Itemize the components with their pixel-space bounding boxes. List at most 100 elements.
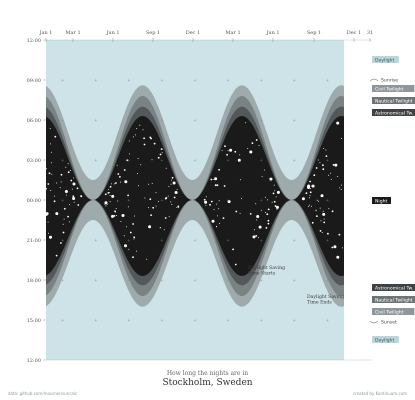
star: [204, 200, 208, 204]
grid-marker: +: [260, 278, 263, 283]
star: [124, 180, 128, 184]
star: [336, 121, 340, 125]
star: [69, 170, 71, 171]
star: [330, 172, 332, 174]
star: [77, 204, 80, 206]
legend-bottom-4-chip: [372, 336, 399, 343]
source-note: data: github.com/mourner/suncalc: [8, 391, 78, 396]
legend-bottom-1-chip: [372, 296, 415, 303]
grid-marker: +: [193, 278, 196, 283]
star: [67, 215, 69, 218]
night-band: [46, 116, 344, 276]
y-tick-label: 09:00: [27, 78, 41, 84]
star: [50, 190, 52, 191]
grid-marker: +: [226, 78, 229, 83]
star: [49, 128, 51, 130]
star: [320, 220, 322, 222]
x-tick-label: Jun 1: [105, 30, 119, 36]
star: [214, 184, 217, 187]
star: [165, 197, 168, 199]
star: [209, 203, 211, 206]
star: [151, 159, 153, 161]
legend-bottom-2-chip: [372, 308, 415, 315]
star: [309, 191, 312, 194]
grid-marker: +: [61, 318, 64, 323]
star: [267, 222, 270, 225]
star: [139, 124, 141, 126]
star: [216, 225, 218, 227]
grid-marker: +: [326, 318, 329, 323]
sunrise-icon: [369, 78, 379, 82]
star: [143, 143, 146, 146]
star: [117, 173, 120, 175]
star: [258, 145, 260, 146]
star: [155, 192, 157, 194]
star: [109, 195, 111, 196]
star: [249, 150, 253, 154]
legend-top-3-label: Nautical Twilight: [375, 98, 413, 104]
star: [70, 179, 73, 182]
star: [48, 232, 49, 234]
star: [325, 155, 328, 158]
star: [50, 162, 52, 164]
star: [307, 186, 310, 189]
star: [45, 187, 47, 190]
star: [255, 139, 258, 141]
star: [210, 200, 213, 203]
y-tick-label: 12:00: [27, 358, 41, 364]
star: [176, 188, 178, 190]
star: [255, 235, 258, 237]
star: [213, 208, 215, 210]
star: [48, 172, 51, 175]
star: [67, 163, 69, 165]
star: [138, 185, 140, 187]
star: [205, 196, 207, 198]
x-tick-label: Mar 1: [65, 30, 80, 36]
star: [172, 181, 176, 185]
star: [72, 195, 75, 198]
star: [60, 181, 62, 183]
star: [338, 233, 341, 236]
star: [313, 174, 316, 177]
grid-marker: +: [193, 318, 196, 323]
grid-marker: +: [226, 158, 229, 163]
star: [227, 200, 231, 204]
star: [239, 179, 241, 181]
star: [150, 137, 153, 140]
star: [144, 197, 146, 199]
star: [341, 184, 342, 186]
star: [317, 159, 319, 161]
star: [68, 221, 70, 223]
grid-marker: +: [226, 198, 229, 203]
star: [114, 210, 116, 213]
grid-marker: +: [226, 118, 229, 123]
grid-marker: +: [160, 238, 163, 243]
x-tick-label: Mar 1: [225, 30, 240, 36]
star: [128, 140, 130, 142]
grid-marker: +: [226, 278, 229, 283]
star: [308, 204, 310, 206]
star: [328, 208, 330, 210]
star: [50, 151, 52, 153]
star: [318, 200, 320, 202]
star: [47, 221, 49, 223]
star: [177, 205, 180, 208]
star: [137, 158, 139, 159]
star: [271, 201, 273, 203]
star: [63, 207, 66, 210]
star: [218, 200, 220, 202]
grid-marker: +: [193, 78, 196, 83]
grid-marker: +: [326, 198, 329, 203]
grid-marker: +: [94, 318, 97, 323]
star: [339, 187, 341, 189]
star: [115, 208, 117, 210]
star: [224, 145, 226, 148]
star: [136, 173, 138, 174]
grid-marker: +: [326, 278, 329, 283]
y-tick-label: 03:00: [27, 158, 41, 164]
star: [111, 183, 113, 185]
star: [309, 197, 310, 199]
star: [73, 201, 75, 203]
grid-marker: +: [326, 238, 329, 243]
x-tick-label: Sep 1: [307, 30, 321, 36]
